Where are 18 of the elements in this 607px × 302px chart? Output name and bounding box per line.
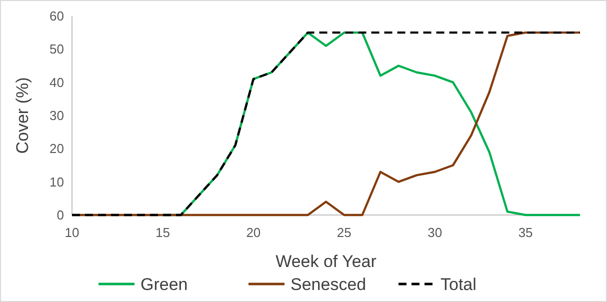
x-tick-label: 20 xyxy=(246,225,261,240)
x-tick-label: 25 xyxy=(336,225,352,240)
y-tick-label: 30 xyxy=(50,108,64,124)
y-tick-label: 10 xyxy=(50,174,64,190)
legend-label: Green xyxy=(140,274,188,294)
x-tick-label: 30 xyxy=(428,225,442,240)
x-tick-label: 35 xyxy=(518,225,533,240)
legend-label: Total xyxy=(440,274,476,294)
y-tick-label: 0 xyxy=(56,208,64,223)
x-tick-label: 15 xyxy=(155,225,170,240)
y-tick-label: 40 xyxy=(50,74,64,90)
legend-label: Senesced xyxy=(290,274,366,294)
y-tick-label: 60 xyxy=(50,8,64,24)
x-axis-title: Week of Year xyxy=(276,252,377,271)
y-axis-title: Cover (%) xyxy=(13,77,32,154)
y-tick-label: 50 xyxy=(50,42,64,57)
x-tick-label: 10 xyxy=(64,225,80,240)
y-tick-label: 20 xyxy=(50,141,64,156)
